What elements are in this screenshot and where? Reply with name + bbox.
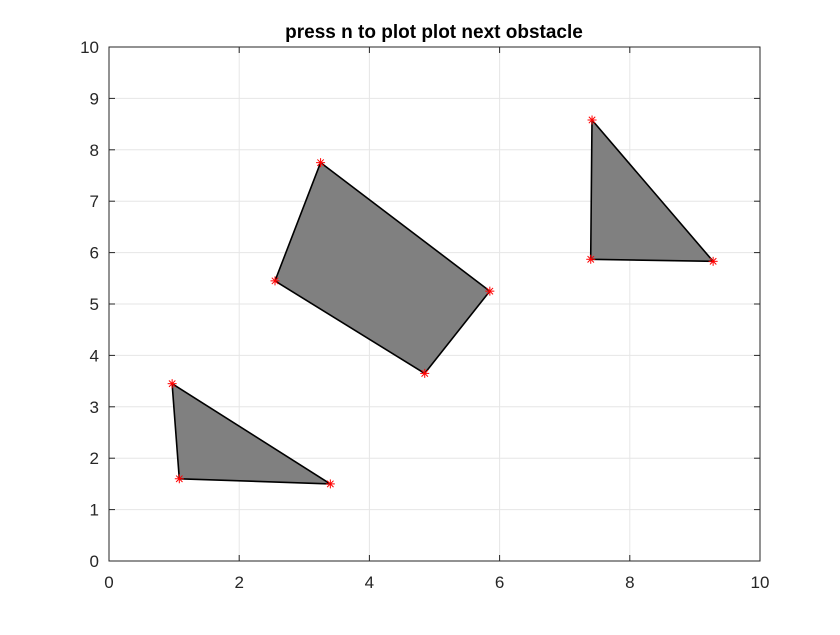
obstacle-polygon-1 [171, 382, 332, 485]
vertex-marker [586, 254, 596, 264]
y-tick-label: 2 [90, 449, 99, 468]
y-tick-label: 3 [90, 398, 99, 417]
tick-labels: 0 2 4 6 8 10 0 1 2 3 4 5 6 7 8 9 10 [80, 38, 769, 592]
vertex-marker [167, 379, 177, 389]
vertex-marker [587, 115, 597, 125]
y-tick-label: 10 [80, 38, 99, 57]
obstacles [171, 119, 714, 485]
chart-title: press n to plot plot next obstacle [285, 22, 583, 43]
vertex-marker-stroke [421, 369, 429, 377]
x-tick-label: 10 [751, 573, 770, 592]
y-tick-label: 7 [90, 192, 99, 211]
vertex-marker [174, 474, 184, 484]
vertex-marker [708, 256, 718, 266]
y-tick-label: 1 [90, 501, 99, 520]
y-tick-label: 4 [90, 346, 99, 365]
vertex-marker-stroke [271, 277, 279, 285]
vertex-marker-stroke [709, 257, 717, 265]
x-tick-label: 2 [234, 573, 243, 592]
vertex-marker [270, 276, 280, 286]
x-tick-label: 6 [495, 573, 504, 592]
vertex-marker-stroke [326, 480, 334, 488]
x-tick-label: 0 [104, 573, 113, 592]
y-tick-label: 6 [90, 244, 99, 263]
vertex-marker-stroke [168, 380, 176, 388]
vertex-marker [316, 158, 326, 168]
obstacle-polygon-3 [589, 119, 714, 263]
vertex-marker-stroke [175, 475, 183, 483]
y-tick-label: 0 [90, 552, 99, 571]
vertex-marker-stroke [486, 287, 494, 295]
vertex-marker-stroke [317, 159, 325, 167]
y-tick-label: 9 [90, 89, 99, 108]
vertex-marker [420, 368, 430, 378]
vertex-markers [167, 115, 718, 489]
axes [108, 46, 761, 562]
x-tick-label: 8 [625, 573, 634, 592]
y-tick-label: 5 [90, 295, 99, 314]
y-tick-label: 8 [90, 141, 99, 160]
x-tick-label: 4 [365, 573, 374, 592]
vertex-marker [485, 286, 495, 296]
obstacle-polygon-2 [274, 161, 491, 375]
vertex-marker [325, 479, 335, 489]
vertex-marker-stroke [587, 255, 595, 263]
vertex-marker-stroke [588, 116, 596, 124]
